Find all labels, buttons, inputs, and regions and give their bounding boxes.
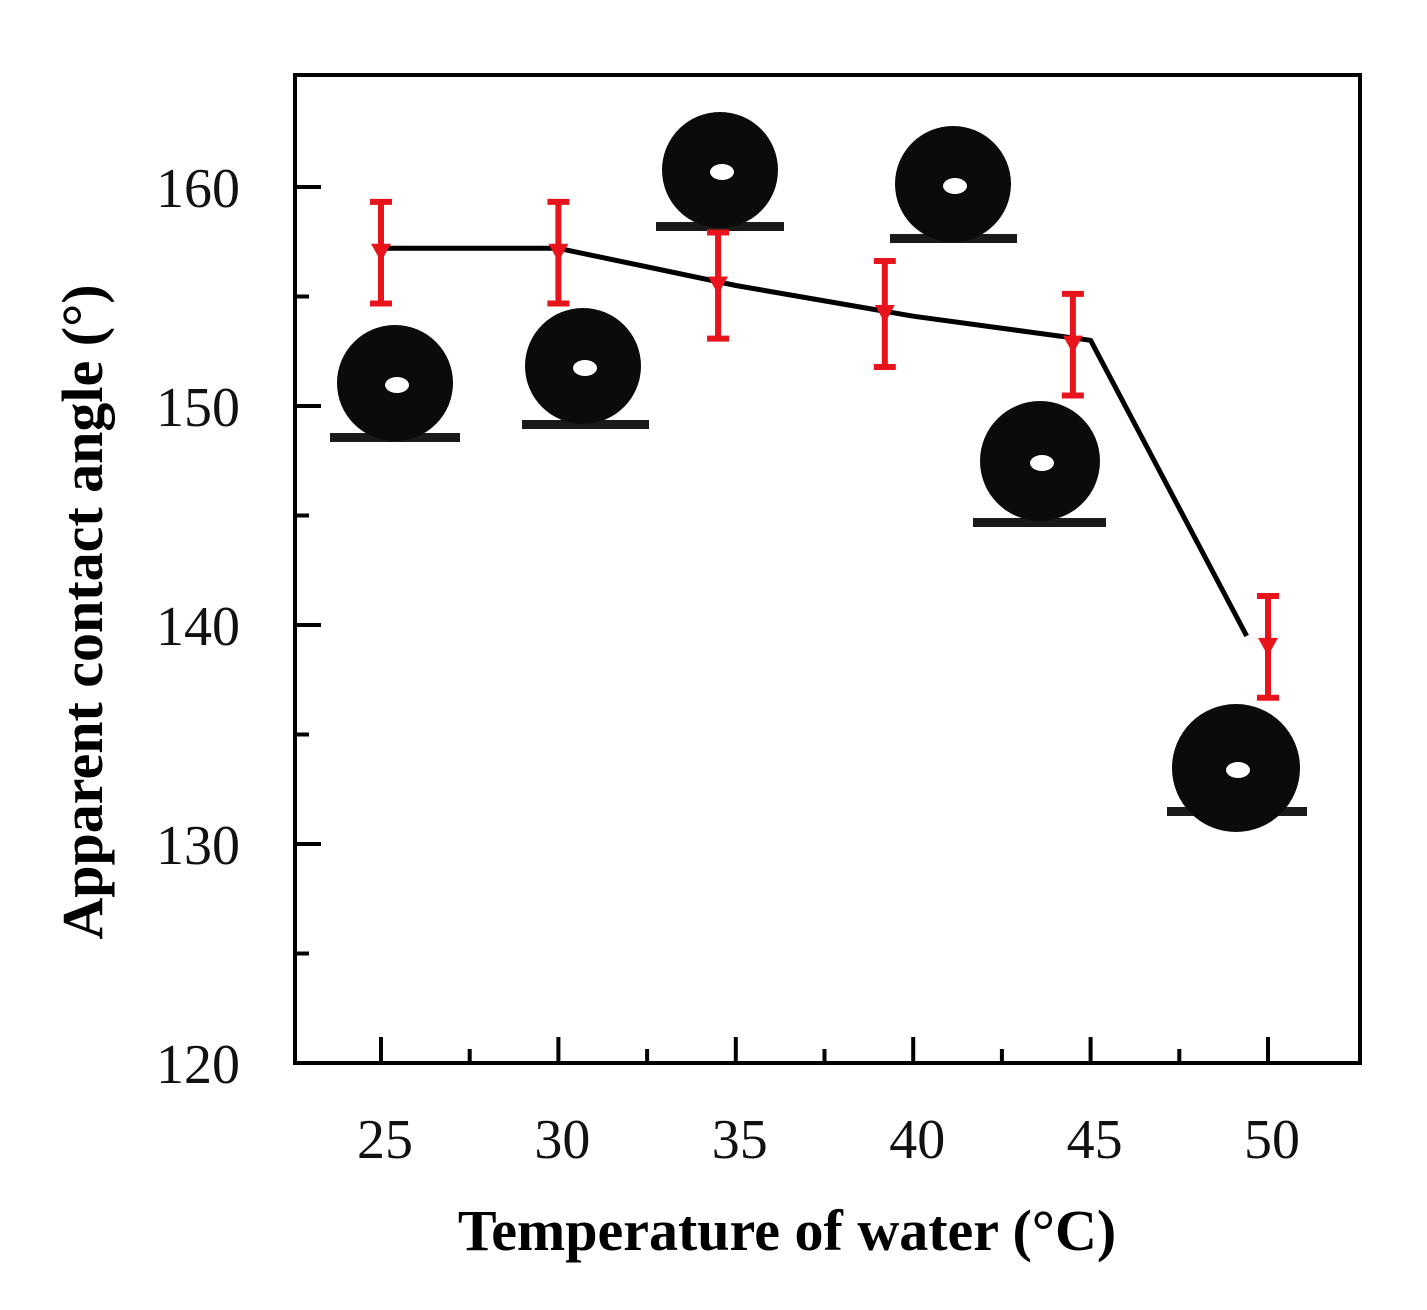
x-tick-label-45: 45 — [1067, 1109, 1123, 1171]
droplet-highlight — [1226, 762, 1250, 778]
marker — [1258, 637, 1278, 656]
marker — [371, 243, 391, 262]
droplet-images — [330, 112, 1307, 832]
droplet-image-45 — [973, 401, 1106, 527]
x-tick-labels: 25 30 35 40 45 50 — [357, 1109, 1300, 1171]
trend-line — [381, 245, 1249, 638]
x-tick-label-50: 50 — [1244, 1109, 1300, 1171]
marker — [548, 243, 569, 262]
droplet-image-40 — [890, 126, 1017, 243]
x-tick-label-40: 40 — [889, 1109, 945, 1171]
marker — [874, 305, 895, 324]
y-tick-label-130: 130 — [156, 815, 240, 877]
droplet-substrate — [973, 518, 1106, 527]
y-tick-label-150: 150 — [156, 377, 240, 439]
data-point-45 — [1061, 290, 1084, 399]
droplet-highlight — [710, 164, 734, 180]
x-axis-title: Temperature of water (°C) — [458, 1198, 1116, 1263]
y-axis-title: Apparent contact angle (°) — [50, 284, 115, 939]
droplet-image-35 — [656, 112, 784, 231]
data-point-30 — [547, 198, 570, 307]
droplet-image-50 — [1167, 704, 1307, 832]
droplet-highlight — [573, 360, 597, 376]
y-tick-labels: 120 130 140 150 160 — [156, 158, 240, 1096]
marker — [708, 276, 729, 295]
data-point-35 — [707, 229, 730, 342]
droplet-substrate — [522, 420, 649, 429]
droplet-image-25 — [330, 325, 460, 442]
y-tick-label-160: 160 — [156, 158, 240, 220]
data-point-40 — [873, 257, 896, 371]
droplet-image-30 — [522, 308, 649, 429]
data-point-25 — [370, 198, 392, 307]
droplet-highlight — [385, 377, 409, 393]
y-tick-label-120: 120 — [156, 1034, 240, 1096]
trend-line-layer — [381, 245, 1249, 638]
x-tick-label-25: 25 — [357, 1109, 413, 1171]
x-tick-label-30: 30 — [534, 1109, 590, 1171]
data-points-layer — [370, 198, 1279, 701]
y-tick-label-140: 140 — [156, 596, 240, 658]
axis-ticks — [295, 185, 1270, 1065]
marker — [1062, 335, 1083, 354]
data-point-50 — [1257, 593, 1279, 701]
plot-frame — [293, 73, 1362, 1065]
droplet-highlight — [1030, 455, 1054, 471]
x-tick-label-35: 35 — [712, 1109, 768, 1171]
droplet-highlight — [943, 178, 967, 194]
